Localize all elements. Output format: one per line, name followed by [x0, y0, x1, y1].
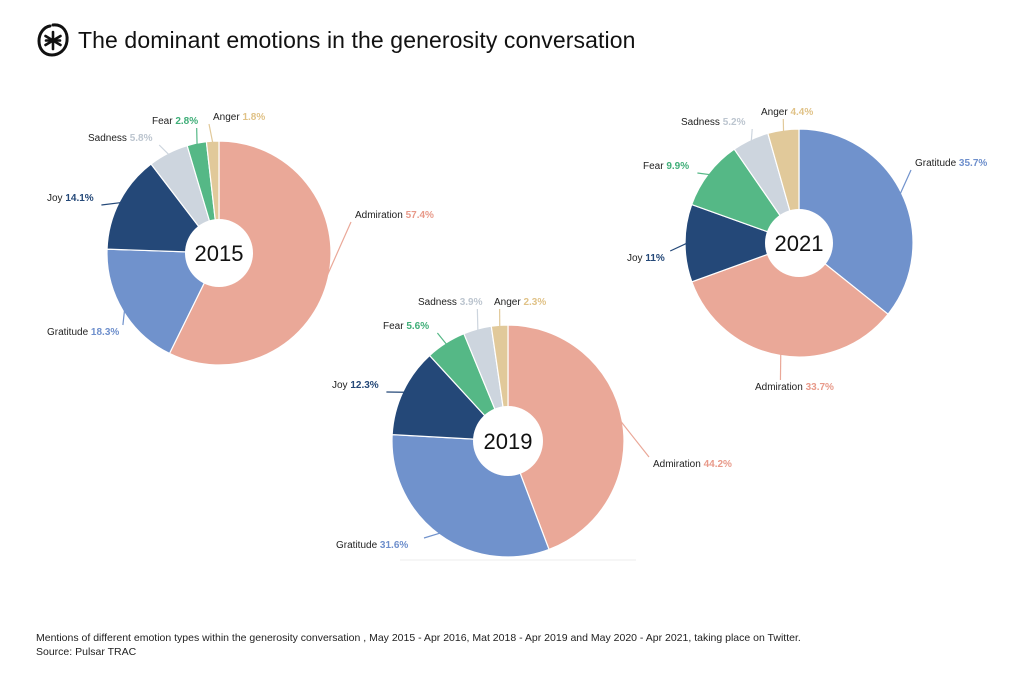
slice-gratitude [106, 248, 220, 355]
year-label: 2021 [775, 231, 824, 256]
data-label-value: 18.3% [91, 327, 119, 338]
data-label-sadness: Sadness 5.8% [88, 133, 153, 144]
header: The dominant emotions in the generosity … [36, 22, 636, 58]
data-label-value: 5.2% [723, 117, 746, 128]
data-label-name: Sadness [418, 297, 460, 308]
donut-chart-2021: Gratitude 35.7% Admiration 33.7% Joy 11% Fe… [627, 107, 987, 393]
data-label-name: Fear [643, 161, 666, 172]
leader-line-admiration [325, 221, 352, 279]
data-label-name: Anger [761, 107, 790, 118]
data-label-fear: Fear 2.8% [152, 116, 198, 127]
year-label: 2019 [484, 429, 533, 454]
data-label-value: 57.4% [406, 210, 434, 221]
donut-hole [765, 209, 833, 277]
data-label-admiration: Admiration 44.2% [653, 459, 732, 470]
data-label-sadness: Sadness 3.9% [418, 297, 483, 308]
source-note: Source: Pulsar TRAC [36, 646, 137, 658]
leader-line-sadness [476, 308, 479, 332]
data-label-anger: Anger 4.4% [761, 107, 813, 118]
leader-line-sadness [750, 128, 753, 142]
data-label-joy: Joy 14.1% [47, 193, 94, 204]
slice-gratitude [798, 128, 914, 316]
data-label-value: 33.7% [806, 382, 834, 393]
data-label-name: Joy [47, 193, 65, 204]
data-label-joy: Joy 12.3% [332, 380, 379, 391]
data-label-gratitude: Gratitude 31.6% [336, 540, 408, 551]
data-label-value: 44.2% [704, 459, 732, 470]
data-label-name: Admiration [653, 459, 704, 470]
data-label-name: Gratitude [915, 158, 959, 169]
leader-line-joy [669, 242, 688, 252]
donut-hole [473, 406, 543, 476]
data-label-name: Gratitude [47, 327, 91, 338]
data-label-value: 9.9% [666, 161, 689, 172]
leader-line-gratitude [899, 169, 912, 195]
data-label-value: 5.8% [130, 133, 153, 144]
leader-line-fear [436, 332, 448, 346]
slice-joy [684, 203, 801, 283]
data-label-fear: Fear 9.9% [643, 161, 689, 172]
data-label-value: 2.3% [523, 297, 546, 308]
data-label-value: 11% [645, 253, 665, 264]
leader-line-sadness [158, 144, 170, 156]
donut-hole [185, 219, 253, 287]
data-label-admiration: Admiration 57.4% [355, 210, 434, 221]
footer: Mentions of different emotion types with… [36, 631, 801, 659]
footnote: Mentions of different emotion types with… [36, 632, 801, 644]
leader-line-fear [697, 172, 711, 176]
slice-joy [106, 163, 221, 254]
data-label-value: 2.8% [175, 116, 198, 127]
donut-chart-2019: Admiration 44.2% Gratitude 31.6% Joy 12.3%… [332, 297, 732, 558]
data-label-value: 5.6% [406, 321, 429, 332]
data-label-name: Fear [152, 116, 175, 127]
donut-chart-2015: Admiration 57.4% Gratitude 18.3% Joy 14.1%… [47, 112, 434, 366]
leader-line-admiration [619, 420, 650, 458]
data-label-admiration: Admiration 33.7% [755, 382, 834, 393]
data-label-value: 4.4% [790, 107, 813, 118]
chart-title: The dominant emotions in the generosity … [78, 26, 636, 53]
slice-admiration [507, 324, 625, 551]
leader-line-gratitude [122, 309, 126, 326]
data-label-name: Anger [494, 297, 523, 308]
data-label-anger: Anger 2.3% [494, 297, 546, 308]
data-label-value: 12.3% [350, 380, 378, 391]
data-label-name: Fear [383, 321, 406, 332]
data-label-gratitude: Gratitude 35.7% [915, 158, 987, 169]
data-label-joy: Joy 11% [627, 253, 665, 264]
data-label-anger: Anger 1.8% [213, 112, 265, 123]
data-label-name: Admiration [355, 210, 406, 221]
data-label-name: Sadness [681, 117, 723, 128]
data-label-name: Sadness [88, 133, 130, 144]
year-label: 2015 [195, 241, 244, 266]
leader-line-gratitude [423, 532, 441, 539]
data-label-name: Gratitude [336, 540, 380, 551]
data-label-value: 31.6% [380, 540, 408, 551]
data-label-name: Joy [332, 380, 350, 391]
leader-line-joy [101, 201, 122, 206]
data-label-value: 35.7% [959, 158, 987, 169]
data-label-value: 14.1% [65, 193, 93, 204]
data-label-value: 3.9% [460, 297, 483, 308]
data-label-name: Admiration [755, 382, 806, 393]
data-label-fear: Fear 5.6% [383, 321, 429, 332]
data-label-sadness: Sadness 5.2% [681, 117, 746, 128]
asterisk-in-circle-icon [37, 23, 69, 57]
data-label-name: Anger [213, 112, 242, 123]
leader-line-anger [208, 123, 214, 144]
slice-joy [391, 354, 510, 442]
data-label-name: Joy [627, 253, 645, 264]
data-label-gratitude: Gratitude 18.3% [47, 327, 119, 338]
data-label-value: 1.8% [242, 112, 265, 123]
